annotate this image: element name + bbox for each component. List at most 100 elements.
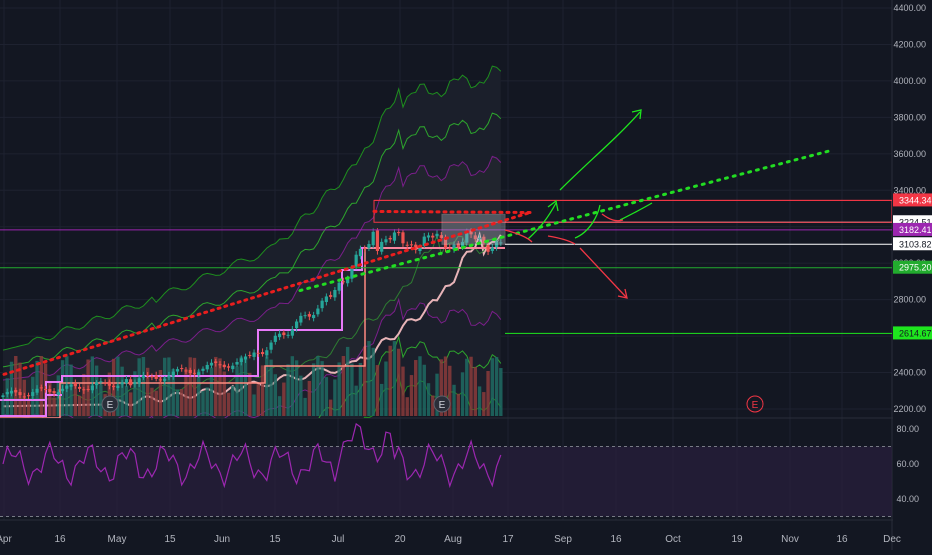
- candle-body: [473, 235, 477, 240]
- projection-arrow: [527, 202, 557, 240]
- candle-body: [214, 361, 218, 363]
- candle-body: [82, 389, 86, 391]
- volume-bar: [256, 384, 260, 416]
- volume-bar: [150, 387, 154, 416]
- volume-bar: [290, 356, 295, 416]
- price-axis-tick: 3600.00: [893, 149, 926, 159]
- projection-arrow-down: [617, 288, 628, 299]
- volume-bar: [465, 358, 469, 416]
- candle-body: [350, 267, 354, 279]
- volume-bar: [333, 379, 337, 416]
- candle-body: [431, 235, 435, 238]
- candle-body: [205, 364, 209, 370]
- volume-bar: [294, 360, 299, 416]
- candle-body: [133, 382, 137, 385]
- candle-body: [422, 236, 426, 246]
- candle-body: [397, 232, 401, 234]
- earnings-marker[interactable]: E: [746, 395, 764, 413]
- candle-body: [265, 350, 269, 356]
- candle-body: [341, 281, 345, 283]
- earnings-marker[interactable]: E: [101, 395, 119, 413]
- volume-bar: [490, 358, 495, 416]
- candle-body: [146, 374, 150, 376]
- candle-body: [124, 379, 128, 384]
- volume-bar: [180, 389, 184, 416]
- volume-bar: [311, 363, 316, 416]
- volume-bar: [141, 357, 146, 416]
- volume-bar: [371, 347, 375, 416]
- candle-body: [175, 369, 180, 372]
- candle-body: [86, 388, 90, 390]
- price-label: 3103.82: [893, 237, 932, 251]
- volume-bar: [214, 356, 218, 416]
- candle-body: [312, 315, 316, 319]
- volume-bar: [435, 373, 439, 416]
- candle-body: [150, 376, 154, 378]
- candle-body: [129, 379, 133, 386]
- candle-body: [443, 237, 448, 249]
- earnings-marker-label: E: [107, 400, 114, 411]
- candle-body: [154, 375, 158, 379]
- volume-bar: [409, 375, 414, 416]
- volume-bar: [73, 382, 78, 416]
- time-axis-tick: Aug: [444, 534, 462, 545]
- volume-bar: [52, 397, 56, 416]
- volume-bar: [379, 383, 384, 416]
- volume-bar: [209, 367, 214, 416]
- candle-body: [52, 391, 56, 394]
- volume-bar: [218, 358, 222, 416]
- volume-bar: [499, 368, 503, 416]
- candle-body: [209, 362, 214, 366]
- band-line: [2, 297, 502, 418]
- price-label-background: [893, 222, 932, 236]
- candle-body: [180, 368, 184, 370]
- candle-body: [48, 389, 52, 392]
- candle-body: [112, 385, 116, 388]
- volume-bar: [486, 370, 490, 416]
- candle-body: [99, 381, 103, 383]
- candle-body: [171, 371, 175, 377]
- volume-bar: [239, 356, 243, 416]
- candle-body: [469, 230, 473, 235]
- candle-body: [35, 388, 39, 393]
- candle-body: [499, 242, 503, 244]
- candle-body: [90, 385, 94, 391]
- volume-bar: [397, 348, 401, 416]
- band-line: [2, 155, 502, 381]
- earnings-marker[interactable]: E: [433, 395, 451, 413]
- candle-body: [465, 232, 469, 243]
- projection-arrow: [631, 109, 642, 120]
- volume-bar: [392, 341, 397, 416]
- candle-body: [277, 333, 282, 338]
- time-axis-tick: Jul: [332, 534, 345, 545]
- volume-bar: [282, 382, 286, 416]
- candle-body: [324, 296, 328, 303]
- candle-body: [435, 233, 439, 237]
- price-label-text: 2975.20: [899, 263, 932, 273]
- volume-bar: [477, 386, 482, 416]
- price-axis-tick: 2800.00: [893, 295, 926, 305]
- volume-bar: [226, 392, 231, 416]
- candle-body: [95, 382, 99, 386]
- rsi-axis-tick: 60.00: [896, 459, 919, 469]
- volume-bar: [154, 390, 158, 416]
- price-label-text: 3344.34: [899, 195, 932, 205]
- candle-body: [231, 365, 235, 370]
- volume-bar: [26, 399, 31, 416]
- volume-bar: [167, 357, 171, 416]
- price-axis-tick: 4200.00: [893, 39, 926, 49]
- price-label-text: 3182.41: [899, 225, 932, 235]
- price-label-text: 3224.51: [899, 217, 932, 227]
- candle-body: [409, 244, 414, 246]
- volume-bar: [1, 401, 5, 416]
- time-axis-tick: Dec: [883, 534, 901, 545]
- price-label-text: 2614.67: [899, 328, 932, 338]
- volume-bar: [341, 356, 346, 416]
- volume-bar: [460, 372, 465, 416]
- candle-body: [418, 247, 422, 251]
- projection-arrow-down: [579, 247, 627, 298]
- candle-body: [303, 315, 307, 317]
- volume-bar: [345, 346, 350, 416]
